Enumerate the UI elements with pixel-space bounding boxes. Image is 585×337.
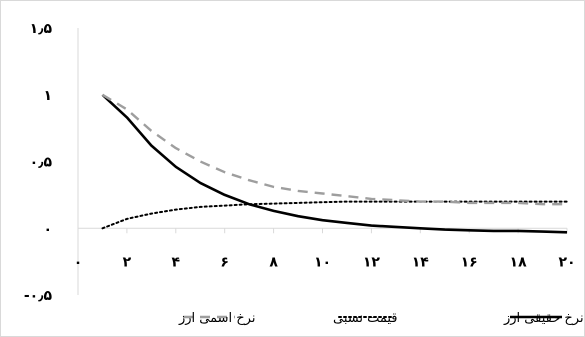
x-tick-label: ۱۶	[461, 254, 478, 270]
y-tick-label: ۱	[43, 88, 52, 104]
series-layer	[101, 93, 568, 234]
x-tick-label: ۱۸	[510, 254, 528, 270]
series-line-2	[101, 200, 568, 230]
x-tick-label: ۰	[74, 254, 83, 270]
legend: نرخ حقیقی ارز قیمت نسبی نرخ اسمی ارز	[178, 311, 584, 326]
x-tick-label: ۱۲	[363, 254, 381, 270]
y-tick-label: ۰	[43, 221, 52, 237]
x-tick-label: ۲۰	[558, 254, 575, 270]
x-tick-label: ۶	[220, 254, 229, 270]
x-tick-label: ۴	[172, 254, 181, 270]
x-tick-label: ۱۰	[314, 254, 331, 270]
legend-label-1: نرخ حقیقی ارز	[503, 311, 584, 326]
legend-label-2: قیمت نسبی	[333, 311, 398, 326]
series-line-3	[101, 93, 567, 206]
x-tick-label: ۲	[123, 254, 132, 270]
x-tick-label: ۸	[269, 254, 278, 270]
y-tick-label: -۰٫۵	[24, 288, 53, 304]
x-tick-label: ۱۴	[412, 254, 430, 270]
y-tick-label: ۱٫۵	[30, 21, 53, 37]
series-line-1	[101, 93, 568, 234]
y-tick-label: ۰٫۵	[30, 155, 53, 171]
legend-label-3: نرخ اسمی ارز	[178, 311, 255, 326]
tick-labels: ۱٫۵ ۱ ۰٫۵ ۰ -۰٫۵ ۰ ۲ ۴ ۶ ۸ ۱۰ ۱۲ ۱۴ ۱۶ ۱۸ ۲۰	[24, 21, 576, 304]
